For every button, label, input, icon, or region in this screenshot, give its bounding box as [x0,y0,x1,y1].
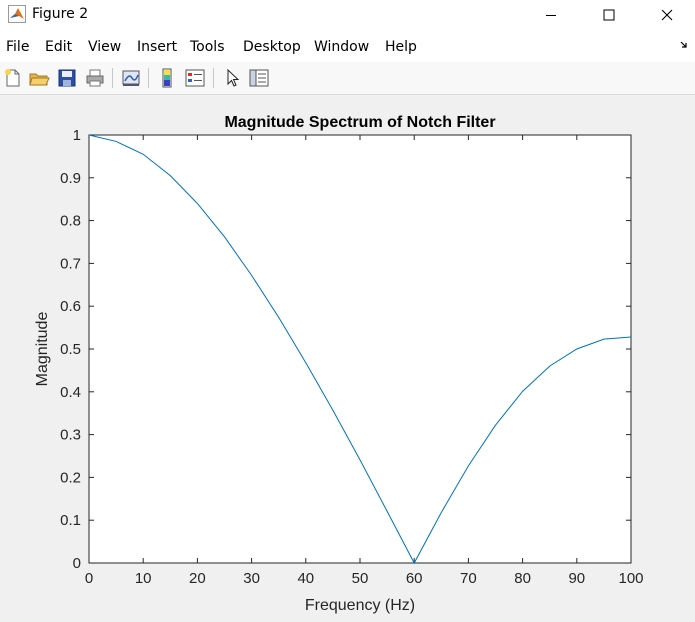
y-tick-label: 0.9 [60,170,81,187]
menu-edit[interactable]: Edit [45,39,73,55]
insert-legend-icon[interactable] [184,67,206,89]
insert-colorbar-icon[interactable] [156,67,178,89]
link-plot-icon[interactable] [120,67,142,89]
figure-toolbar [0,62,695,95]
x-tick-label: 30 [243,570,260,587]
x-tick-label: 70 [460,570,477,587]
dock-arrow-icon[interactable] [679,40,689,50]
y-tick-label: 1 [73,127,81,144]
toolbar-separator [148,68,149,88]
x-tick-label: 40 [297,570,314,587]
plot-svg: 0 10 20 30 40 50 60 70 80 90 100 0 0.1 0.2 0.3 0.4 0.5 0.… [34,114,644,614]
close-icon [661,9,673,21]
x-axis-label: Frequency (Hz) [305,597,415,614]
new-figure-icon[interactable] [2,67,24,89]
x-tick-label: 20 [189,570,206,587]
menu-tools[interactable]: Tools [190,39,225,55]
y-tick-label: 0.1 [60,512,81,529]
figure-canvas: 0 10 20 30 40 50 60 70 80 90 100 0 0.1 0.2 0.3 0.4 0.5 0.… [0,95,695,617]
open-file-icon[interactable] [28,67,50,89]
axes-box[interactable] [88,134,632,564]
x-tick-label: 50 [352,570,369,587]
y-tick-label: 0.2 [60,469,81,486]
menu-file[interactable]: File [6,39,30,55]
x-tick-label: 100 [618,570,643,587]
close-button[interactable] [644,0,690,30]
y-tick-label: 0.5 [60,341,81,358]
title-bar: Figure 2 [0,0,695,30]
menu-bar: File Edit View Insert Tools Desktop Wind… [0,30,695,63]
menu-view[interactable]: View [88,39,122,55]
print-icon[interactable] [84,67,106,89]
toolbar-separator [213,68,214,88]
minimize-icon [546,15,556,16]
menu-insert[interactable]: Insert [137,39,178,55]
x-tick-label: 10 [135,570,152,587]
edit-plot-pointer-icon[interactable] [222,67,244,89]
chart-title: Magnitude Spectrum of Notch Filter [224,114,495,131]
minimize-button[interactable] [528,0,574,30]
y-tick-label: 0.6 [60,298,81,315]
y-tick-label: 0.4 [60,384,81,401]
toolbar-separator [112,68,113,88]
save-icon[interactable] [56,67,78,89]
menu-desktop[interactable]: Desktop [243,39,301,55]
y-axis-label: Magnitude [34,312,51,387]
y-tick-label: 0.7 [60,255,81,272]
y-tick-label: 0 [73,555,81,572]
menu-window[interactable]: Window [314,39,370,55]
maximize-button[interactable] [586,0,632,30]
maximize-icon [603,9,615,21]
x-tick-label: 0 [85,570,93,587]
series-line [88,134,632,565]
y-tick-label: 0.3 [60,427,81,444]
property-inspector-icon[interactable] [248,67,270,89]
x-tick-label: 80 [514,570,531,587]
window-title: Figure 2 [32,6,89,22]
matlab-app-icon [8,5,26,23]
y-tick-label: 0.8 [60,213,81,230]
menu-help[interactable]: Help [385,39,417,55]
x-tick-label: 90 [568,570,585,587]
x-tick-label: 60 [406,570,423,587]
